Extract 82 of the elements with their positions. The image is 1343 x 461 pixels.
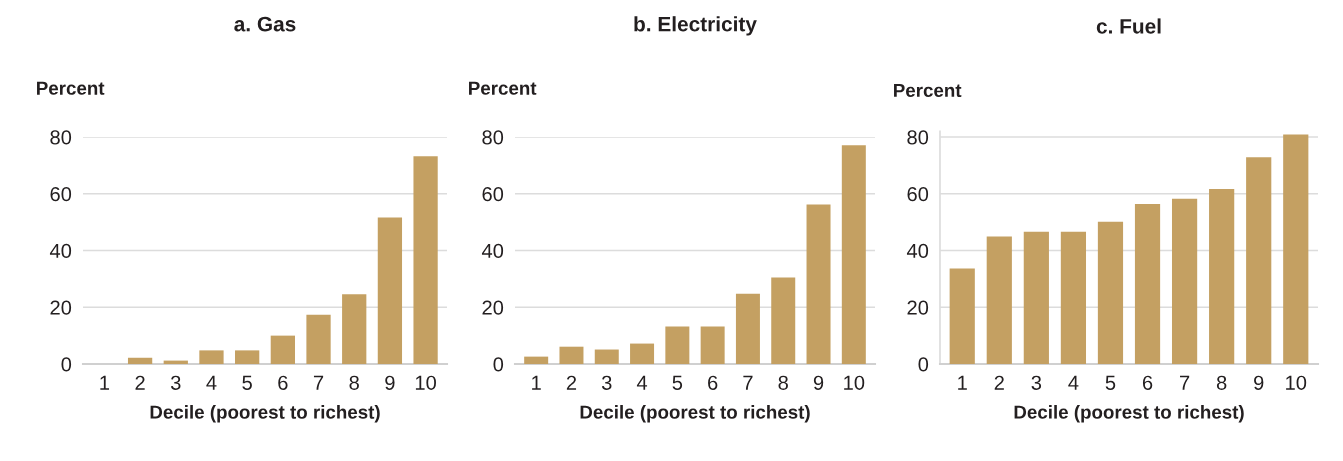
x-tick-label: 4 (636, 375, 648, 390)
x-tick-label: 5 (672, 375, 683, 390)
x-axis-title: Decile (poorest to richest) (1014, 405, 1244, 423)
x-tick-label: 2 (566, 375, 577, 390)
x-tick-label: 9 (813, 375, 824, 390)
bar (127, 357, 153, 364)
bar (841, 145, 866, 364)
y-tick-label: 80 (482, 130, 504, 145)
bar (1060, 231, 1087, 364)
y-tick-label: 40 (906, 243, 929, 258)
x-tick-label: 8 (778, 375, 788, 390)
x-tick-label: 1 (532, 375, 541, 390)
bar (377, 217, 403, 364)
bar (342, 294, 367, 364)
x-tick-label: 1 (958, 375, 967, 390)
x-tick-label: 6 (1142, 375, 1153, 390)
x-tick-label: 4 (206, 375, 217, 390)
bar (806, 204, 831, 364)
bar (270, 335, 295, 364)
y-tick-label: 60 (50, 186, 72, 202)
y-axis-title: Percent (469, 81, 537, 95)
x-tick-label: 7 (1180, 375, 1190, 390)
x-tick-label: 10 (1286, 375, 1307, 390)
bar (1171, 198, 1198, 364)
x-tick-label: 7 (743, 375, 753, 390)
bar (630, 343, 655, 364)
x-tick-label: 3 (601, 375, 612, 390)
x-axis-title: Decile (poorest to richest) (150, 405, 380, 423)
x-tick-label: 3 (1031, 375, 1042, 390)
bar (949, 268, 975, 364)
bar (665, 326, 690, 364)
y-axis-title: Percent (37, 81, 105, 95)
bar (594, 349, 619, 364)
x-tick-label: 5 (1105, 375, 1116, 390)
bar (413, 156, 438, 364)
chart-title: c. Fuel (1096, 18, 1161, 34)
y-tick-label: 60 (907, 186, 929, 202)
chart-title: b. Electricity (634, 16, 757, 36)
y-tick-label: 80 (50, 130, 72, 145)
bar (199, 350, 224, 364)
x-tick-label: 1 (100, 375, 110, 390)
x-axis-title: Decile (poorest to richest) (580, 405, 810, 423)
x-tick-label: 8 (349, 375, 359, 390)
y-tick-label: 0 (61, 357, 72, 372)
bar (306, 314, 331, 364)
x-tick-label: 6 (708, 375, 718, 390)
x-tick-label: 4 (1068, 375, 1079, 390)
y-tick-label: 40 (481, 243, 504, 258)
x-tick-label: 2 (994, 375, 1004, 390)
bar (1246, 157, 1272, 364)
y-tick-label: 20 (50, 300, 72, 315)
x-tick-label: 2 (135, 375, 145, 390)
y-tick-label: 80 (907, 130, 929, 145)
x-tick-label: 7 (313, 375, 324, 390)
bar (1209, 188, 1235, 364)
x-tick-label: 5 (242, 375, 252, 390)
x-tick-label: 9 (385, 375, 395, 390)
bar (735, 293, 760, 364)
bar (1097, 221, 1124, 364)
y-tick-label: 20 (482, 300, 504, 315)
y-tick-label: 60 (482, 186, 504, 202)
chart-title: a. Gas (234, 16, 296, 32)
y-tick-label: 20 (907, 300, 929, 315)
x-tick-label: 9 (1254, 375, 1264, 390)
bar (559, 346, 584, 364)
bar (524, 356, 549, 364)
y-tick-label: 40 (49, 243, 72, 258)
x-tick-label: 8 (1216, 375, 1227, 390)
x-tick-label: 6 (278, 375, 288, 390)
y-tick-label: 0 (493, 357, 504, 372)
x-tick-label: 3 (170, 375, 181, 390)
bar (1023, 231, 1049, 364)
bar (1134, 203, 1161, 364)
x-tick-label: 10 (415, 375, 436, 390)
x-tick-label: 10 (844, 375, 865, 390)
bar (700, 326, 725, 364)
bar (986, 236, 1012, 364)
bar (1283, 134, 1309, 364)
y-axis-title: Percent (894, 83, 962, 98)
y-tick-label: 0 (918, 357, 929, 372)
bar (771, 277, 796, 364)
bar (235, 350, 260, 364)
